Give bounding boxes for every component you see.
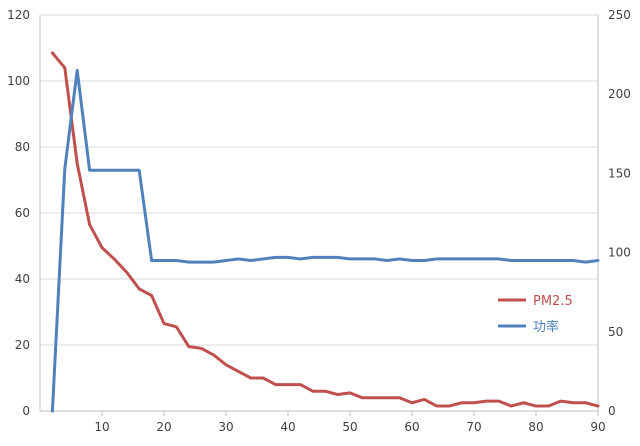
y2-tick-label: 100 [608,246,631,260]
x-tick-label: 60 [404,420,419,434]
legend-label-pm25: PM2.5 [533,294,573,309]
x-tick-label: 50 [342,420,357,434]
x-tick-label: 90 [590,420,605,434]
series-line-power [50,68,600,413]
y-tick-label: 0 [22,404,30,418]
y2-tick-label: 50 [608,325,623,339]
x-tick-label: 10 [94,420,109,434]
y-tick-label: 20 [15,338,30,352]
x-tick-label: 40 [280,420,295,434]
y-tick-label: 120 [7,8,30,22]
grid-layer [40,14,598,346]
y-tick-label: 80 [15,140,30,154]
series-layer [50,51,600,413]
legend: PM2.5 功率 [498,294,573,335]
x-tick-label: 80 [528,420,543,434]
y-tick-label: 60 [15,206,30,220]
y2-tick-label: 250 [608,8,631,22]
y2-tick-label: 200 [608,87,631,101]
x-tick-label: 70 [466,420,481,434]
x-tick-label: 30 [218,420,233,434]
y-tick-label: 40 [15,272,30,286]
legend-label-power: 功率 [533,319,559,335]
y-tick-label: 100 [7,74,30,88]
axis-layer: 0 20 40 60 80 100 120 0 50 100 150 200 250 10 20 30 40 50… [7,8,631,434]
x-tick-label: 20 [156,420,171,434]
y2-tick-label: 150 [608,166,631,180]
series-line-pm25 [50,51,600,408]
y2-tick-label: 0 [608,404,616,418]
